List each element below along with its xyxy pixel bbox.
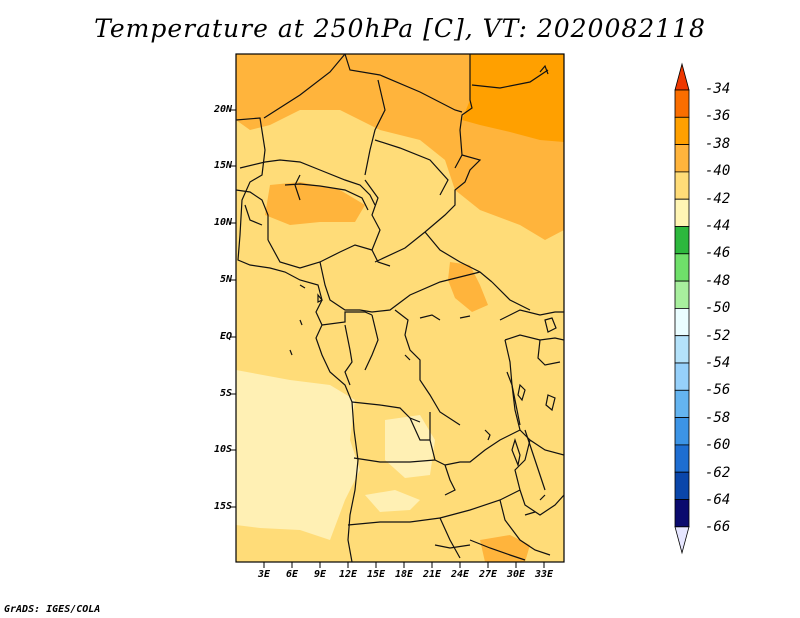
colorbar-label: -36 (705, 108, 731, 124)
colorbar-label: -50 (705, 300, 731, 316)
colorbar-label: -62 (705, 465, 731, 481)
colorbar-label: -38 (705, 136, 731, 152)
grads-credit: GrADS: IGES/COLA (4, 604, 101, 615)
lat-label-15n: 15N (213, 160, 232, 171)
lat-label-20n: 20N (213, 104, 232, 115)
colorbar-swatch (674, 499, 690, 528)
colorbar-swatch (674, 335, 690, 364)
lon-label-6e: 6E (285, 569, 299, 580)
colorbar-label: -66 (705, 519, 731, 535)
colorbar (674, 62, 690, 555)
lon-label-18e: 18E (394, 569, 414, 580)
colorbar-arrow-bottom (674, 526, 690, 555)
field-pale-yellow-streak (365, 490, 420, 512)
lat-label-5s: 5S (219, 388, 232, 399)
colorbar-swatch (674, 389, 690, 418)
field-orange-south (480, 535, 530, 562)
lat-ticks (230, 109, 236, 508)
colorbar-swatch (674, 417, 690, 446)
colorbar-swatch (674, 362, 690, 391)
colorbar-arrow-top (674, 62, 690, 91)
colorbar-label: -60 (705, 437, 731, 453)
colorbar-label: -56 (705, 382, 731, 398)
lon-label-21e: 21E (422, 569, 442, 580)
lat-label-15s: 15S (213, 501, 232, 512)
lon-label-33e: 33E (534, 569, 554, 580)
colorbar-label: -44 (705, 218, 731, 234)
colorbar-swatch (674, 116, 690, 146)
colorbar-label: -34 (705, 81, 731, 97)
lon-label-3e: 3E (257, 569, 271, 580)
colorbar-swatch (674, 444, 690, 473)
map-title: Temperature at 250hPa [C], VT: 202008211… (94, 14, 706, 43)
lon-label-30e: 30E (506, 569, 526, 580)
colorbar-swatch (674, 253, 690, 282)
lat-label-10s: 10S (213, 444, 232, 455)
lon-ticks (263, 562, 545, 568)
colorbar-label: -40 (705, 163, 731, 179)
lon-label-15e: 15E (366, 569, 386, 580)
colorbar-swatch (674, 226, 690, 255)
lat-label-10n: 10N (213, 217, 232, 228)
lon-label-12e: 12E (338, 569, 358, 580)
colorbar-swatch (674, 89, 690, 118)
lon-label-24e: 24E (450, 569, 470, 580)
field-orange-central (448, 262, 488, 312)
colorbar-swatch (674, 280, 690, 309)
colorbar-label: -64 (705, 492, 731, 508)
field-orange-west (265, 182, 365, 225)
colorbar-swatch (674, 307, 690, 337)
colorbar-swatch (674, 198, 690, 227)
boundaries (236, 54, 564, 562)
colorbar-label: -42 (705, 191, 731, 207)
colorbar-label: -48 (705, 273, 731, 289)
field-pale-yellow-sw (236, 370, 360, 540)
lon-label-27e: 27E (478, 569, 498, 580)
colorbar-swatch (674, 471, 690, 500)
colorbar-label: -46 (705, 245, 731, 261)
lat-label-5n: 5N (219, 274, 232, 285)
colorbar-label: -52 (705, 328, 731, 344)
lon-label-9e: 9E (313, 569, 327, 580)
temperature-field (236, 54, 564, 562)
map-frame (235, 53, 565, 563)
colorbar-label: -58 (705, 410, 731, 426)
lat-label-eq: EQ (219, 331, 232, 342)
colorbar-swatch (674, 144, 690, 173)
colorbar-swatch (674, 171, 690, 200)
colorbar-label: -54 (705, 355, 731, 371)
